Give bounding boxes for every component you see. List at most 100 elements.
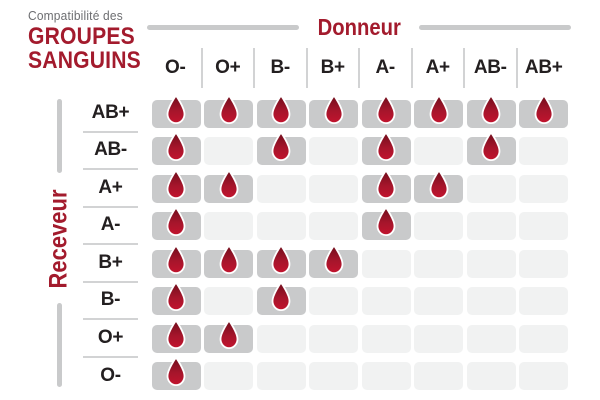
- blood-drop-icon: [376, 169, 396, 199]
- matrix-cell-wrap: [465, 94, 518, 133]
- recipient-row-header-A-: A-: [83, 208, 138, 245]
- blood-drop-icon: [166, 131, 186, 162]
- matrix-cell-wrap: [413, 208, 466, 246]
- cell-B+-from-O--compatible: [151, 244, 201, 278]
- matrix-cell-wrap: [150, 94, 203, 133]
- donor-col-header-A+: A+: [413, 48, 465, 88]
- matrix-cell-wrap: [465, 131, 518, 171]
- cell-B--from-O+-incompatible: [204, 287, 254, 316]
- cell-O--from-O--compatible: [151, 356, 201, 391]
- donor-col-header-O-: O-: [150, 48, 203, 88]
- cell-A--from-AB--incompatible: [466, 212, 516, 241]
- matrix-cell-wrap: [360, 283, 413, 321]
- matrix-cell-wrap: [255, 170, 308, 208]
- cell-O+-from-AB--incompatible: [466, 324, 516, 353]
- blood-drop-icon: [271, 281, 291, 312]
- cell-B+-from-AB--incompatible: [466, 249, 516, 278]
- donor-col-header-A-: A-: [360, 48, 413, 88]
- matrix-cell-wrap: [255, 358, 308, 396]
- matrix-cell-wrap: [360, 169, 413, 208]
- matrix-cell-wrap: [465, 170, 518, 208]
- matrix-cell-wrap: [308, 244, 361, 283]
- cell-O+-from-O+-compatible: [204, 319, 254, 353]
- cell-AB+-from-B+-compatible: [309, 94, 359, 128]
- matrix-cell-wrap: [203, 133, 256, 171]
- donor-axis-header: Donneur: [147, 14, 571, 40]
- matrix-cell-wrap: [518, 208, 571, 246]
- blood-drop-icon: [271, 94, 291, 124]
- blood-drop-icon: [534, 94, 554, 124]
- cell-O+-from-A--incompatible: [361, 324, 411, 353]
- matrix-cell-wrap: [150, 244, 203, 283]
- cell-O--from-B+-incompatible: [309, 362, 359, 391]
- cell-A--from-AB+-incompatible: [519, 212, 569, 241]
- matrix-cell-wrap: [308, 170, 361, 208]
- chart-title-line1: GROUPES: [28, 23, 135, 50]
- donor-axis-label: Donneur: [317, 13, 401, 40]
- matrix-cell-wrap: [308, 358, 361, 396]
- cell-AB--from-AB+-incompatible: [519, 137, 569, 166]
- recipient-row-header-A+: A+: [83, 170, 138, 208]
- donor-col-header-AB-: AB-: [465, 48, 518, 88]
- matrix-cell-wrap: [518, 320, 571, 358]
- cell-A+-from-AB--incompatible: [466, 174, 516, 203]
- matrix-cell-wrap: [203, 244, 256, 283]
- blood-drop-icon: [324, 94, 344, 124]
- matrix-cell-wrap: [203, 169, 256, 208]
- blood-drop-icon: [376, 131, 396, 162]
- blood-drop-icon: [166, 356, 186, 387]
- matrix-cell-wrap: [518, 170, 571, 208]
- compatibility-matrix: [150, 94, 571, 396]
- cell-AB+-from-A--compatible: [361, 94, 411, 128]
- matrix-cell-wrap: [203, 208, 256, 246]
- cell-A+-from-A--compatible: [361, 169, 411, 203]
- blood-drop-icon: [481, 131, 501, 162]
- matrix-cell-wrap: [308, 133, 361, 171]
- cell-B+-from-A+-incompatible: [414, 249, 464, 278]
- donor-axis-bar-left: [147, 24, 299, 30]
- cell-O+-from-B+-incompatible: [309, 324, 359, 353]
- matrix-cell-wrap: [308, 94, 361, 133]
- blood-drop-icon: [429, 94, 449, 124]
- blood-drop-icon: [429, 169, 449, 199]
- cell-A--from-B--incompatible: [256, 212, 306, 241]
- cell-B--from-A+-incompatible: [414, 287, 464, 316]
- matrix-cell-wrap: [255, 320, 308, 358]
- recipient-axis-bar-top: [57, 99, 62, 173]
- cell-A+-from-B--incompatible: [256, 174, 306, 203]
- matrix-cell-wrap: [203, 319, 256, 358]
- cell-AB--from-B--compatible: [256, 131, 306, 166]
- cell-AB+-from-O+-compatible: [204, 94, 254, 128]
- cell-AB+-from-B--compatible: [256, 94, 306, 128]
- cell-B+-from-AB+-incompatible: [519, 249, 569, 278]
- blood-drop-icon: [166, 169, 186, 199]
- cell-B--from-A--incompatible: [361, 287, 411, 316]
- matrix-cell-wrap: [518, 94, 571, 133]
- cell-AB+-from-A+-compatible: [414, 94, 464, 128]
- recipient-row-header-O+: O+: [83, 320, 138, 358]
- cell-A+-from-O--compatible: [151, 169, 201, 203]
- cell-B+-from-A--incompatible: [361, 249, 411, 278]
- cell-O--from-A+-incompatible: [414, 362, 464, 391]
- cell-A--from-A+-incompatible: [414, 212, 464, 241]
- cell-O+-from-O--compatible: [151, 319, 201, 353]
- cell-O--from-AB+-incompatible: [519, 362, 569, 391]
- matrix-cell-wrap: [413, 169, 466, 208]
- cell-A--from-O+-incompatible: [204, 212, 254, 241]
- blood-drop-icon: [376, 94, 396, 124]
- cell-A--from-B+-incompatible: [309, 212, 359, 241]
- matrix-cell-wrap: [413, 133, 466, 171]
- blood-drop-icon: [219, 244, 239, 274]
- cell-O+-from-B--incompatible: [256, 324, 306, 353]
- chart-title-block: Compatibilité des GROUPES SANGUINS: [28, 8, 156, 73]
- matrix-cell-wrap: [255, 244, 308, 283]
- matrix-cell-wrap: [465, 320, 518, 358]
- blood-drop-icon: [219, 94, 239, 124]
- recipient-axis-label: Receveur: [44, 189, 73, 289]
- matrix-cell-wrap: [360, 206, 413, 246]
- matrix-cell-wrap: [255, 94, 308, 133]
- blood-drop-icon: [166, 244, 186, 274]
- matrix-cell-wrap: [150, 169, 203, 208]
- blood-drop-icon: [166, 206, 186, 237]
- cell-A+-from-A+-compatible: [414, 169, 464, 203]
